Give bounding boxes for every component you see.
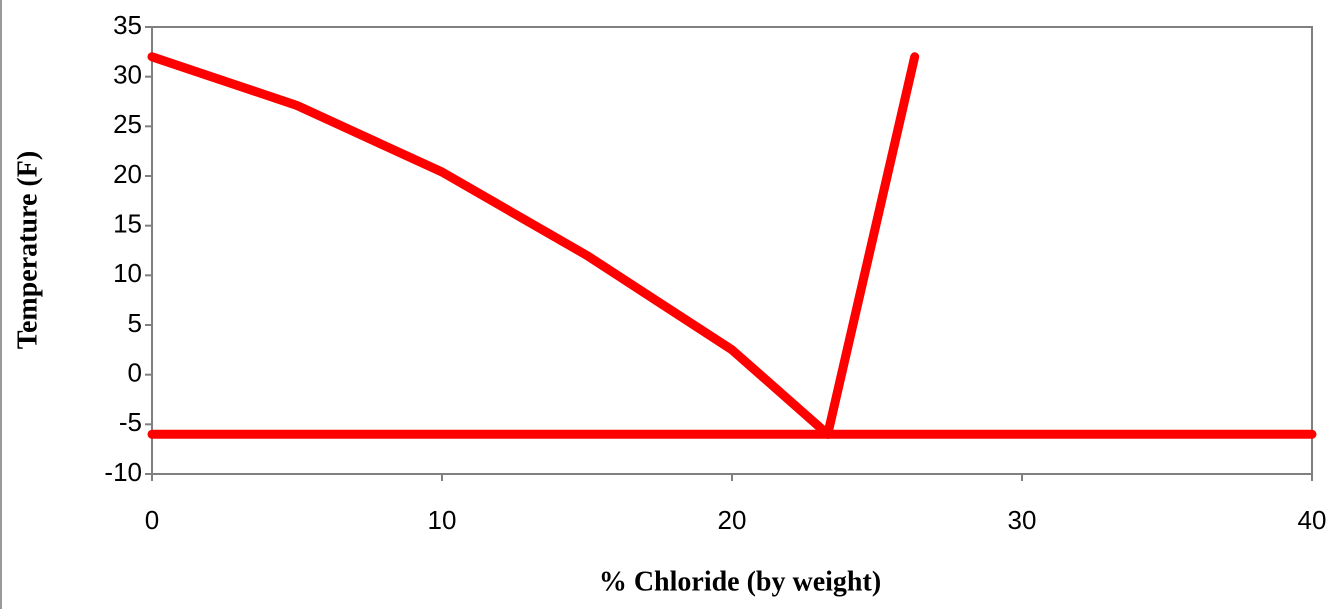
y-tick-label: 25 — [113, 109, 142, 139]
x-tick-label: 0 — [145, 505, 159, 535]
data-line — [147, 52, 833, 439]
x-tick-label: 10 — [428, 505, 457, 535]
y-tick-label: 35 — [113, 10, 142, 40]
y-tick-label: -10 — [104, 457, 142, 487]
y-tick-label: 30 — [113, 60, 142, 90]
plot-frame — [151, 26, 1313, 475]
y-tick-label: -5 — [119, 407, 142, 437]
x-tick-label: 30 — [1008, 505, 1037, 535]
x-axis-title: % Chloride (by weight) — [599, 566, 881, 597]
y-tick-label: 10 — [113, 258, 142, 288]
x-tick-label: 40 — [1298, 505, 1327, 535]
y-tick-label: 5 — [128, 308, 142, 338]
y-axis-title: Temperature (F) — [12, 151, 43, 349]
y-tick-label: 15 — [113, 209, 142, 239]
data-line — [823, 52, 920, 439]
x-tick-label: 20 — [718, 505, 747, 535]
y-tick-label: 0 — [128, 358, 142, 388]
y-tick-label: 20 — [113, 159, 142, 189]
